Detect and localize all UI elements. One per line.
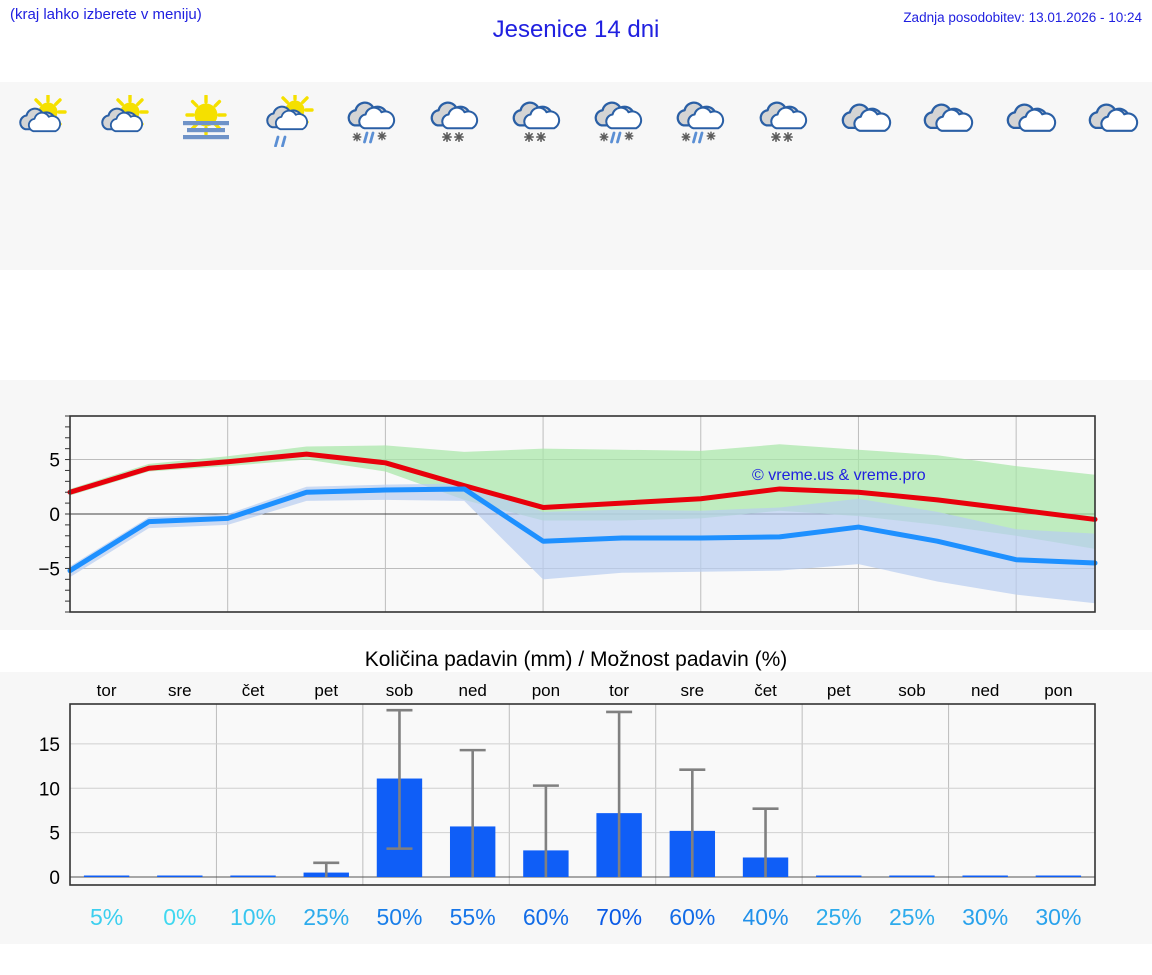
forecast-day-8 <box>576 82 658 270</box>
forecast-day-9 <box>658 82 740 270</box>
svg-text:0: 0 <box>49 868 60 889</box>
cloudy-icon <box>1083 92 1139 150</box>
cloud-snow-icon <box>754 92 810 150</box>
svg-text:5%: 5% <box>90 904 123 930</box>
svg-text:pet: pet <box>827 681 851 700</box>
precipitation-chart-panel: 0 5 10 15 tor sre čet pet sob ned pon tor sre čet pet s… <box>0 672 1152 944</box>
forecast-day-13 <box>987 82 1069 270</box>
partly-cloudy-rain-icon <box>260 92 316 150</box>
cloud-sleet-icon <box>671 92 727 150</box>
svg-text:sre: sre <box>168 681 192 700</box>
svg-text:sre: sre <box>681 681 705 700</box>
sun-fog-icon <box>178 92 234 150</box>
svg-text:25%: 25% <box>816 904 862 930</box>
cloud-snow-icon <box>507 92 563 150</box>
svg-text:5: 5 <box>49 451 60 472</box>
svg-text:čet: čet <box>754 681 777 700</box>
forecast-day-7 <box>494 82 576 270</box>
forecast-day-3 <box>165 82 247 270</box>
svg-text:25%: 25% <box>889 904 935 930</box>
svg-text:5: 5 <box>49 824 60 845</box>
cloud-sleet-icon <box>589 92 645 150</box>
forecast-day-1 <box>0 82 82 270</box>
cloudy-icon <box>836 92 892 150</box>
svg-text:60%: 60% <box>523 904 569 930</box>
forecast-day-11 <box>823 82 905 270</box>
svg-text:ned: ned <box>458 681 486 700</box>
forecast-day-5 <box>329 82 411 270</box>
svg-text:ned: ned <box>971 681 999 700</box>
svg-text:60%: 60% <box>669 904 715 930</box>
temperature-chart-panel: −5 0 5 <box>0 380 1152 630</box>
forecast-day-2 <box>82 82 164 270</box>
precipitation-chart-title: Količina padavin (mm) / Možnost padavin … <box>0 648 1152 674</box>
forecast-day-14 <box>1070 82 1152 270</box>
svg-text:30%: 30% <box>1035 904 1081 930</box>
page-header: (kraj lahko izberete v meniju) Jesenice … <box>0 0 1152 62</box>
svg-text:30%: 30% <box>962 904 1008 930</box>
svg-text:10: 10 <box>39 779 60 800</box>
temperature-chart: −5 0 5 <box>38 415 1098 613</box>
cloud-sleet-icon <box>342 92 398 150</box>
forecast-day-strip <box>0 82 1152 270</box>
forecast-day-10 <box>741 82 823 270</box>
svg-text:55%: 55% <box>450 904 496 930</box>
copyright-notice: © vreme.us & vreme.pro <box>752 467 926 484</box>
svg-text:čet: čet <box>242 681 265 700</box>
cloudy-icon <box>1001 92 1057 150</box>
svg-text:10%: 10% <box>230 904 276 930</box>
page-title: Jesenice 14 dni <box>492 16 660 43</box>
svg-text:15: 15 <box>39 735 60 756</box>
svg-text:0: 0 <box>49 505 60 526</box>
precipitation-chart: 0 5 10 15 tor sre čet pet sob ned pon tor sre čet pet s… <box>39 681 1096 930</box>
cloudy-icon <box>918 92 974 150</box>
forecast-day-4 <box>247 82 329 270</box>
svg-text:sob: sob <box>386 681 413 700</box>
cloud-snow-icon <box>425 92 481 150</box>
svg-text:40%: 40% <box>743 904 789 930</box>
svg-text:tor: tor <box>97 681 117 700</box>
menu-hint: (kraj lahko izberete v meniju) <box>10 6 202 23</box>
svg-text:pon: pon <box>532 681 560 700</box>
svg-text:pet: pet <box>314 681 338 700</box>
svg-text:25%: 25% <box>303 904 349 930</box>
forecast-day-12 <box>905 82 987 270</box>
partly-cloudy-icon <box>13 92 69 150</box>
svg-text:sob: sob <box>898 681 925 700</box>
partly-cloudy-icon <box>95 92 151 150</box>
forecast-day-6 <box>411 82 493 270</box>
svg-text:pon: pon <box>1044 681 1072 700</box>
svg-text:70%: 70% <box>596 904 642 930</box>
last-updated: Zadnja posodobitev: 13.01.2026 - 10:24 <box>903 10 1142 25</box>
svg-text:−5: −5 <box>38 559 60 580</box>
svg-text:0%: 0% <box>163 904 196 930</box>
svg-text:tor: tor <box>609 681 629 700</box>
svg-text:50%: 50% <box>376 904 422 930</box>
